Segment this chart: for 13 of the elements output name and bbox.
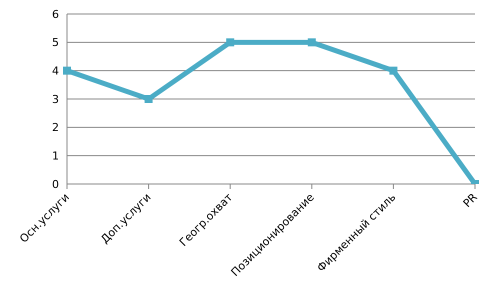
y-tick-label: 6 xyxy=(52,8,59,21)
point xyxy=(389,66,398,75)
point xyxy=(144,95,153,103)
point xyxy=(308,38,316,46)
y-tick-label: 1 xyxy=(52,150,59,163)
y-tick-label: 0 xyxy=(52,178,59,191)
y-tick-label: 2 xyxy=(52,121,59,134)
x-tick-label: PR xyxy=(460,190,480,210)
point xyxy=(63,66,71,75)
point xyxy=(226,38,234,46)
y-tick-label: 5 xyxy=(52,36,59,50)
y-tick-label: 3 xyxy=(52,92,59,106)
y-tick-label: 4 xyxy=(52,64,59,78)
